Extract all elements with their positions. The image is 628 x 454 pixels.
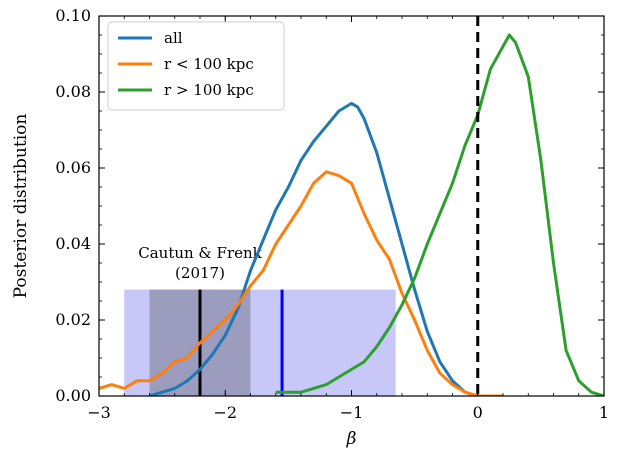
x-tick-label: 0 — [473, 403, 483, 422]
annotation-line-1: (2017) — [175, 264, 225, 282]
y-axis: 0.00 0.02 0.04 0.06 0.08 0.10 — [55, 6, 604, 405]
x-tick-label: −3 — [87, 403, 111, 422]
legend: all r < 100 kpc r > 100 kpc — [107, 21, 285, 111]
y-tick-label: 0.08 — [55, 82, 91, 101]
series-line-1 — [99, 170, 503, 396]
series-line-2 — [275, 33, 604, 396]
annotation-line-0: Cautun & Frenk — [138, 244, 262, 262]
legend-label-1: r < 100 kpc — [164, 55, 254, 73]
x-axis-label: β — [346, 429, 357, 449]
plot-area: Cautun & Frenk (2017) — [98, 15, 605, 397]
series-group — [99, 33, 604, 396]
legend-label-2: r > 100 kpc — [164, 81, 254, 99]
y-tick-label: 0.10 — [55, 6, 91, 25]
legend-box — [107, 21, 285, 111]
y-tick-label: 0.00 — [55, 386, 91, 405]
legend-label-0: all — [164, 29, 183, 47]
y-tick-label: 0.04 — [55, 234, 91, 253]
y-axis-label: Posterior distribution — [11, 114, 31, 299]
x-axis: −3 −2 −1 0 1 — [87, 16, 609, 422]
x-tick-label: −1 — [340, 403, 364, 422]
series-line-0 — [149, 101, 503, 396]
y-tick-label: 0.06 — [55, 158, 91, 177]
y-tick-label: 0.02 — [55, 310, 91, 329]
x-tick-label: −2 — [213, 403, 237, 422]
x-tick-label: 1 — [599, 403, 609, 422]
